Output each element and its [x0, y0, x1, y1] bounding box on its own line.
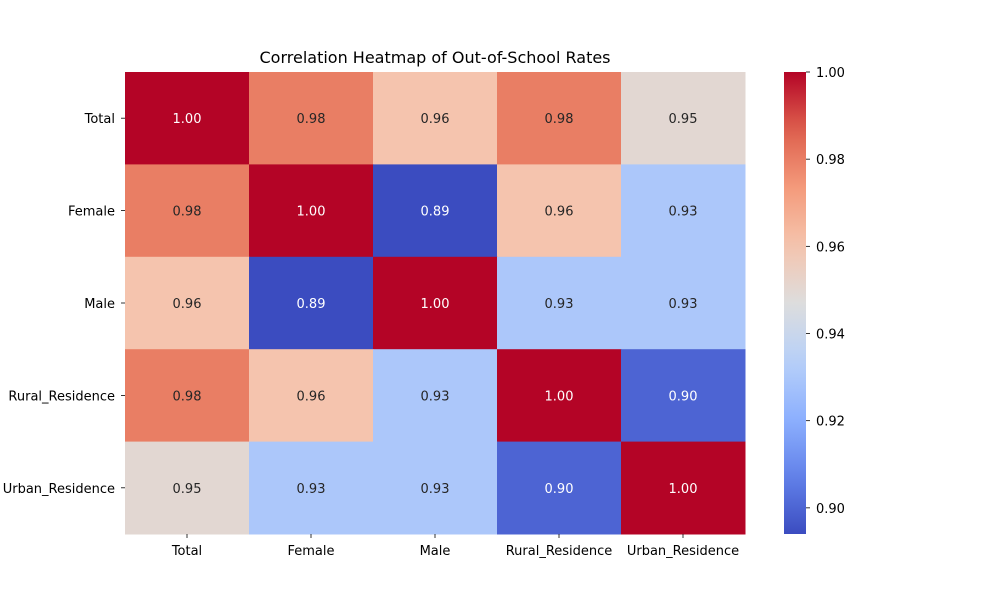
heatmap-cell — [497, 72, 622, 165]
heatmap-cell — [249, 256, 374, 350]
cell-value-label: 0.95 — [669, 112, 698, 127]
cell-value-label: 1.00 — [669, 482, 698, 497]
colorbar-tick-label: 0.98 — [816, 153, 845, 168]
cell-value-label: 0.93 — [421, 389, 450, 404]
cell-value-label: 0.96 — [297, 389, 326, 404]
colorbar-tick-label: 0.92 — [816, 415, 845, 430]
cell-value-label: 0.96 — [545, 205, 574, 220]
column-label: Urban_Residence — [627, 544, 739, 559]
row-label: Urban_Residence — [3, 482, 115, 497]
cell-value-label: 0.96 — [173, 297, 202, 312]
heatmap-cell — [373, 164, 498, 258]
chart-title: Correlation Heatmap of Out-of-School Rat… — [259, 48, 610, 67]
colorbar-tick-label: 1.00 — [816, 66, 845, 81]
cell-value-label: 0.98 — [173, 205, 202, 220]
heatmap-cell — [621, 441, 746, 535]
colorbar-tick-label: 0.90 — [816, 502, 845, 517]
colorbar-gradient — [784, 72, 806, 534]
cell-value-label: 0.96 — [421, 112, 450, 127]
cell-value-label: 0.95 — [173, 482, 202, 497]
heatmap-cell — [249, 164, 374, 258]
cell-value-label: 0.93 — [297, 482, 326, 497]
cell-value-label: 0.90 — [545, 482, 574, 497]
cell-value-label: 1.00 — [545, 389, 574, 404]
heatmap-cell — [497, 349, 622, 443]
cell-value-label: 0.98 — [545, 112, 574, 127]
heatmap-cell — [125, 349, 250, 443]
cell-value-label: 1.00 — [173, 112, 202, 127]
heatmap-cell — [125, 72, 250, 165]
heatmap-cell — [621, 72, 746, 165]
row-label: Female — [68, 205, 115, 220]
heatmap-cell — [249, 72, 374, 165]
column-label: Rural_Residence — [506, 544, 613, 559]
row-label: Rural_Residence — [8, 389, 115, 404]
heatmap-cell — [621, 349, 746, 443]
cell-value-label: 0.98 — [297, 112, 326, 127]
cell-value-label: 0.89 — [297, 297, 326, 312]
heatmap-cell — [125, 164, 250, 258]
cell-value-label: 0.93 — [669, 297, 698, 312]
heatmap-cell — [373, 441, 498, 535]
cell-value-label: 1.00 — [297, 205, 326, 220]
column-label: Female — [287, 544, 334, 559]
heatmap-cell — [497, 164, 622, 258]
heatmap-cell — [497, 441, 622, 535]
column-label: Total — [171, 544, 202, 559]
cell-value-label: 0.98 — [173, 389, 202, 404]
heatmap-cell — [373, 72, 498, 165]
cell-value-label: 0.89 — [421, 205, 450, 220]
heatmap-cell — [373, 256, 498, 350]
cell-value-label: 0.93 — [545, 297, 574, 312]
heatmap-cell — [125, 256, 250, 350]
cell-value-label: 0.93 — [669, 205, 698, 220]
row-labels: Total Female Male Rural_Residence Urban_Resi… — [3, 112, 125, 497]
heatmap-cell — [621, 164, 746, 258]
heatmap-cell — [497, 256, 622, 350]
colorbar-tick-label: 0.94 — [816, 328, 845, 343]
colorbar: 0.90 0.92 0.94 0.96 0.98 1.00 — [784, 66, 845, 534]
heatmap-cell — [249, 349, 374, 443]
column-label: Male — [420, 544, 451, 559]
heatmap-cell — [125, 441, 250, 535]
cell-value-label: 0.93 — [421, 482, 450, 497]
heatmap-cell — [621, 256, 746, 350]
heatmap-cell — [249, 441, 374, 535]
cell-value-label: 0.90 — [669, 389, 698, 404]
row-label: Total — [84, 112, 115, 127]
heatmap-cells: 1.00 0.98 0.96 0.98 0.95 0.98 1.00 0.89 0.96 0.93… — [125, 72, 746, 535]
row-label: Male — [84, 297, 115, 312]
colorbar-tick-label: 0.96 — [816, 240, 845, 255]
column-labels: Total Female Male Rural_Residence Urban_Resi… — [171, 534, 739, 559]
heatmap-cell — [373, 349, 498, 443]
cell-value-label: 1.00 — [421, 297, 450, 312]
